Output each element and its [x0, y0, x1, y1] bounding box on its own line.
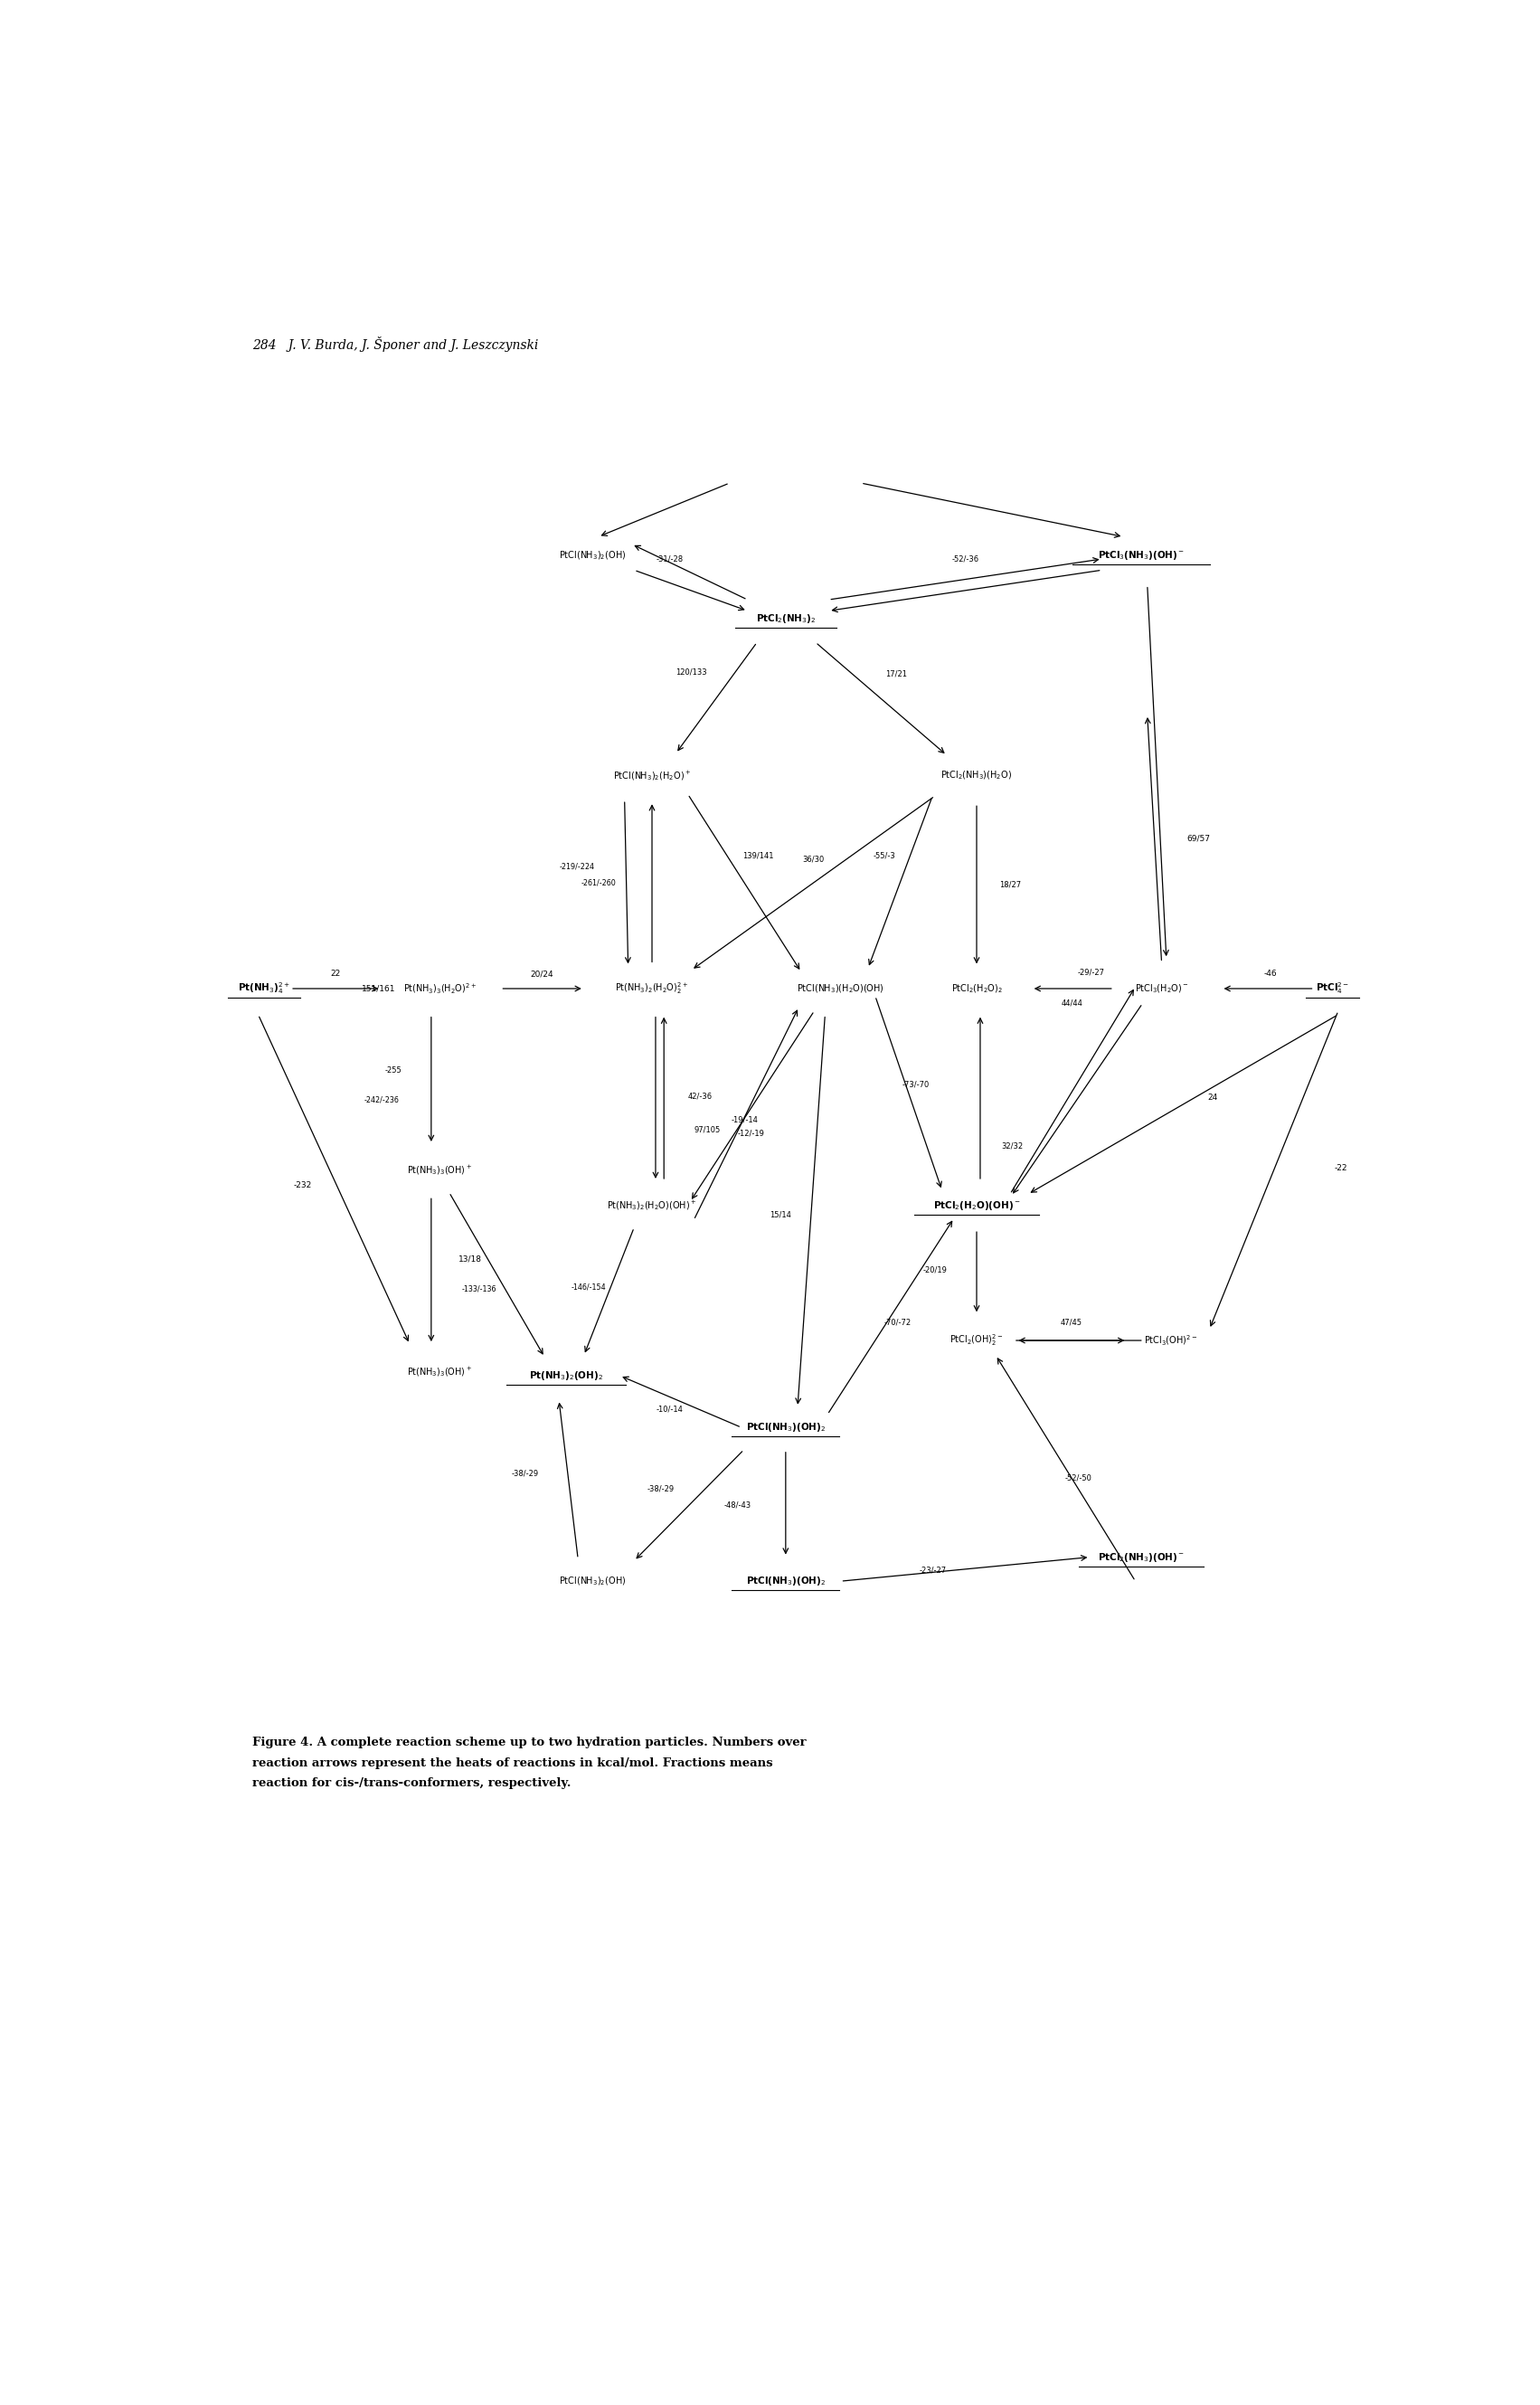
- Text: PtCl(NH$_3$)(H$_2$O)(OH): PtCl(NH$_3$)(H$_2$O)(OH): [796, 984, 884, 996]
- Text: 44/44: 44/44: [1061, 1000, 1083, 1008]
- Text: 97/105: 97/105: [693, 1126, 721, 1133]
- Text: -48/-43: -48/-43: [724, 1501, 752, 1510]
- Text: 69/57: 69/57: [1187, 835, 1210, 842]
- Text: 13/18: 13/18: [459, 1255, 482, 1263]
- Text: Pt(NH$_3$)$_3$(OH)$^+$: Pt(NH$_3$)$_3$(OH)$^+$: [407, 1164, 473, 1176]
- Text: -261/-260: -261/-260: [581, 878, 616, 887]
- Text: PtCl(NH$_3$)$_2$(OH): PtCl(NH$_3$)$_2$(OH): [559, 1575, 625, 1587]
- Text: PtCl(NH$_3$)$_2$(OH): PtCl(NH$_3$)$_2$(OH): [559, 548, 625, 560]
- Text: 36/30: 36/30: [802, 854, 824, 863]
- Text: -38/-29: -38/-29: [647, 1484, 675, 1494]
- Text: PtCl$_2$(NH$_3$)(OH)$^-$: PtCl$_2$(NH$_3$)(OH)$^-$: [1098, 1551, 1184, 1563]
- Text: PtCl$_3$(H$_2$O)$^-$: PtCl$_3$(H$_2$O)$^-$: [1135, 984, 1189, 996]
- Text: -19/-14: -19/-14: [732, 1116, 759, 1123]
- Text: Pt(NH$_3$)$_2$(H$_2$O)$_2^{2+}$: Pt(NH$_3$)$_2$(H$_2$O)$_2^{2+}$: [616, 981, 688, 996]
- Text: PtCl$_2$(NH$_3$)(H$_2$O): PtCl$_2$(NH$_3$)(H$_2$O): [941, 770, 1012, 782]
- Text: -23/-27: -23/-27: [919, 1566, 946, 1575]
- Text: -146/-154: -146/-154: [571, 1282, 607, 1291]
- Text: -10/-14: -10/-14: [656, 1405, 684, 1414]
- Text: Pt(NH$_3$)$_3$(OH)$^+$: Pt(NH$_3$)$_3$(OH)$^+$: [407, 1366, 473, 1378]
- Text: Pt(NH$_3$)$_3$(H$_2$O)$^{2+}$: Pt(NH$_3$)$_3$(H$_2$O)$^{2+}$: [403, 981, 476, 996]
- Text: PtCl$_2$(OH)$_2^{2-}$: PtCl$_2$(OH)$_2^{2-}$: [950, 1332, 1004, 1349]
- Text: 32/32: 32/32: [1001, 1142, 1024, 1150]
- Text: -255: -255: [385, 1065, 402, 1075]
- Text: -38/-29: -38/-29: [511, 1469, 539, 1477]
- Text: Pt(NH$_3$)$_4^{2+}$: Pt(NH$_3$)$_4^{2+}$: [239, 981, 290, 996]
- Text: 20/24: 20/24: [531, 969, 554, 979]
- Text: -70/-72: -70/-72: [884, 1318, 912, 1325]
- Text: PtCl$_4^{2-}$: PtCl$_4^{2-}$: [1315, 981, 1349, 996]
- Text: PtCl(NH$_3$)(OH)$_2$: PtCl(NH$_3$)(OH)$_2$: [745, 1575, 825, 1587]
- Text: -55/-3: -55/-3: [873, 851, 896, 859]
- Text: -133/-136: -133/-136: [462, 1284, 496, 1291]
- Text: 18/27: 18/27: [999, 880, 1021, 890]
- Text: 284   J. V. Burda, J. Šponer and J. Leszczynski: 284 J. V. Burda, J. Šponer and J. Leszcz…: [253, 337, 539, 351]
- Text: 120/133: 120/133: [676, 669, 707, 676]
- Text: PtCl$_3$(NH$_3$)(OH)$^-$: PtCl$_3$(NH$_3$)(OH)$^-$: [1098, 548, 1184, 563]
- Text: Pt(NH$_3$)$_2$(H$_2$O)(OH)$^+$: Pt(NH$_3$)$_2$(H$_2$O)(OH)$^+$: [607, 1198, 698, 1212]
- Text: -22: -22: [1334, 1164, 1348, 1171]
- Text: reaction for cis-/trans-conformers, respectively.: reaction for cis-/trans-conformers, resp…: [253, 1777, 571, 1789]
- Text: 47/45: 47/45: [1060, 1318, 1081, 1325]
- Text: -232: -232: [293, 1181, 311, 1188]
- Text: -219/-224: -219/-224: [559, 863, 594, 871]
- Text: -73/-70: -73/-70: [902, 1080, 930, 1089]
- Text: 151/161: 151/161: [362, 984, 396, 993]
- Text: 24: 24: [1207, 1094, 1218, 1101]
- Text: reaction arrows represent the heats of reactions in kcal/mol. Fractions means: reaction arrows represent the heats of r…: [253, 1758, 773, 1768]
- Text: -46: -46: [1264, 969, 1277, 979]
- Text: 42/-36: 42/-36: [688, 1092, 713, 1099]
- Text: PtCl$_2$(H$_2$O)$_2$: PtCl$_2$(H$_2$O)$_2$: [950, 984, 1003, 996]
- Text: -52/-36: -52/-36: [952, 556, 979, 563]
- Text: -20/19: -20/19: [922, 1265, 947, 1275]
- Text: PtCl(NH$_3$)(OH)$_2$: PtCl(NH$_3$)(OH)$_2$: [745, 1421, 825, 1433]
- Text: -52/-50: -52/-50: [1064, 1474, 1092, 1481]
- Text: 15/14: 15/14: [770, 1210, 792, 1219]
- Text: -31/-28: -31/-28: [656, 556, 684, 563]
- Text: 139/141: 139/141: [742, 851, 773, 859]
- Text: PtCl$_2$(NH$_3$)$_2$: PtCl$_2$(NH$_3$)$_2$: [756, 611, 816, 625]
- Text: -12/-19: -12/-19: [738, 1128, 764, 1138]
- Text: PtCl$_2$(H$_2$O)(OH)$^-$: PtCl$_2$(H$_2$O)(OH)$^-$: [933, 1200, 1021, 1212]
- Text: 17/21: 17/21: [885, 669, 907, 678]
- Text: 22: 22: [331, 969, 340, 979]
- Text: Figure 4. A complete reaction scheme up to two hydration particles. Numbers over: Figure 4. A complete reaction scheme up …: [253, 1736, 805, 1748]
- Text: PtCl$_3$(OH)$^{2-}$: PtCl$_3$(OH)$^{2-}$: [1144, 1332, 1198, 1347]
- Text: Pt(NH$_3$)$_2$(OH)$_2$: Pt(NH$_3$)$_2$(OH)$_2$: [528, 1368, 604, 1383]
- Text: PtCl(NH$_3$)$_2$(H$_2$O)$^+$: PtCl(NH$_3$)$_2$(H$_2$O)$^+$: [613, 770, 691, 782]
- Text: -29/-27: -29/-27: [1078, 967, 1104, 976]
- Text: -242/-236: -242/-236: [363, 1097, 399, 1104]
